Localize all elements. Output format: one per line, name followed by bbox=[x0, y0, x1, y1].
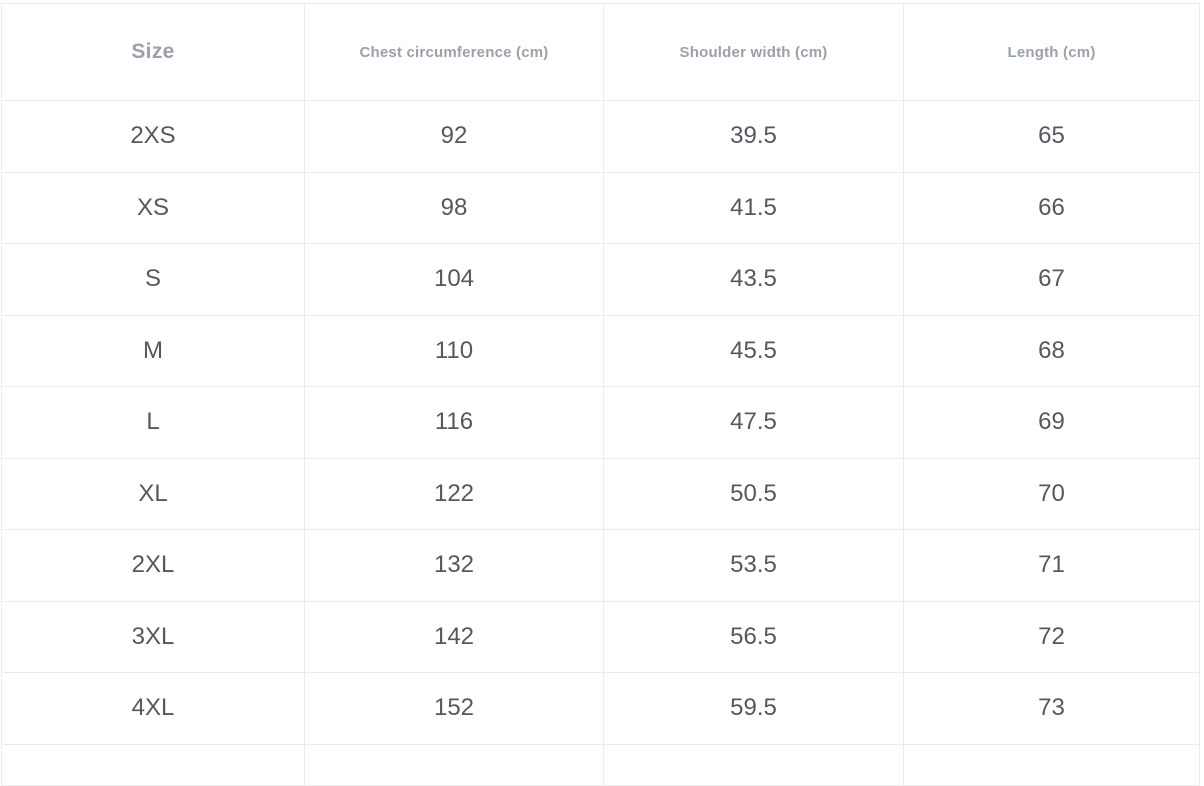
table-cell: 65 bbox=[903, 100, 1200, 173]
table-cell bbox=[603, 743, 904, 786]
table-cell: 59.5 bbox=[603, 672, 904, 745]
table-row: XL 122 50.5 70 bbox=[1, 457, 1200, 530]
table-cell: 98 bbox=[304, 171, 604, 244]
table-row: 2XS 92 39.5 65 bbox=[1, 100, 1200, 173]
column-header-chest-circumference: Chest circumference (cm) bbox=[304, 3, 604, 101]
table-cell: M bbox=[1, 314, 305, 387]
table-cell: 71 bbox=[903, 529, 1200, 602]
size-chart-container: Size Chest circumference (cm) Shoulder wid… bbox=[1, 3, 1200, 786]
table-cell: 110 bbox=[304, 314, 604, 387]
table-cell bbox=[903, 743, 1200, 786]
table-cell: 67 bbox=[903, 243, 1200, 316]
table-cell: 132 bbox=[304, 529, 604, 602]
table-row-clipped bbox=[1, 743, 1200, 786]
table-cell: 92 bbox=[304, 100, 604, 173]
table-cell: 2XL bbox=[1, 529, 305, 602]
table-cell: 43.5 bbox=[603, 243, 904, 316]
header-row: Size Chest circumference (cm) Shoulder wid… bbox=[1, 3, 1200, 101]
table-row: M 110 45.5 68 bbox=[1, 314, 1200, 387]
table-cell: L bbox=[1, 386, 305, 459]
table-cell: 104 bbox=[304, 243, 604, 316]
table-cell: 56.5 bbox=[603, 600, 904, 673]
table-cell bbox=[304, 743, 604, 786]
column-header-size: Size bbox=[1, 3, 305, 101]
table-cell: 50.5 bbox=[603, 457, 904, 530]
table-cell: 73 bbox=[903, 672, 1200, 745]
table-row: 4XL 152 59.5 73 bbox=[1, 672, 1200, 745]
table-cell: 2XS bbox=[1, 100, 305, 173]
table-cell: S bbox=[1, 243, 305, 316]
table-cell: 142 bbox=[304, 600, 604, 673]
table-cell: 69 bbox=[903, 386, 1200, 459]
table-cell: 122 bbox=[304, 457, 604, 530]
table-row: 2XL 132 53.5 71 bbox=[1, 529, 1200, 602]
table-cell: 116 bbox=[304, 386, 604, 459]
table-cell: 66 bbox=[903, 171, 1200, 244]
table-cell: 41.5 bbox=[603, 171, 904, 244]
table-body: 2XS 92 39.5 65 XS 98 41.5 66 S 104 43.5 67 M 110 45.5 6… bbox=[1, 100, 1200, 786]
column-header-shoulder-width: Shoulder width (cm) bbox=[603, 3, 904, 101]
table-row: S 104 43.5 67 bbox=[1, 243, 1200, 316]
table-cell: 152 bbox=[304, 672, 604, 745]
table-cell: 53.5 bbox=[603, 529, 904, 602]
table-row: XS 98 41.5 66 bbox=[1, 171, 1200, 244]
column-header-length: Length (cm) bbox=[903, 3, 1200, 101]
table-cell bbox=[1, 743, 305, 786]
table-cell: 3XL bbox=[1, 600, 305, 673]
table-cell: 4XL bbox=[1, 672, 305, 745]
table-row: L 116 47.5 69 bbox=[1, 386, 1200, 459]
table-cell: 70 bbox=[903, 457, 1200, 530]
table-cell: 68 bbox=[903, 314, 1200, 387]
table-cell: 47.5 bbox=[603, 386, 904, 459]
table-row: 3XL 142 56.5 72 bbox=[1, 600, 1200, 673]
table-cell: XS bbox=[1, 171, 305, 244]
table-cell: XL bbox=[1, 457, 305, 530]
table-cell: 72 bbox=[903, 600, 1200, 673]
size-chart-table: Size Chest circumference (cm) Shoulder wid… bbox=[1, 3, 1200, 786]
table-cell: 39.5 bbox=[603, 100, 904, 173]
table-cell: 45.5 bbox=[603, 314, 904, 387]
